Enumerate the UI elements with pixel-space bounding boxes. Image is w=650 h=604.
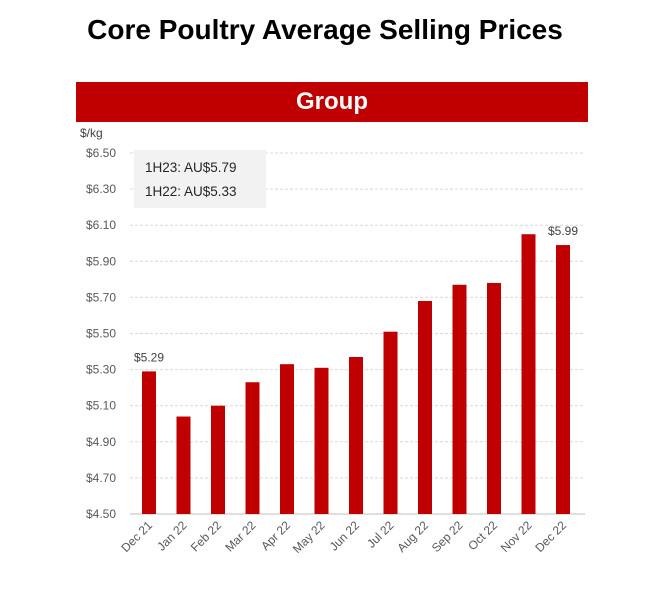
y-tick-label: $4.50: [86, 507, 116, 521]
summary-note-1h22: 1H22: AU$5.33: [145, 184, 237, 199]
bar: [521, 234, 536, 514]
x-tick-label: Sep 22: [429, 518, 466, 555]
y-tick-label: $5.10: [86, 399, 116, 413]
bar: [211, 405, 225, 514]
x-tick-label: Jun 22: [327, 518, 363, 554]
summary-note-background: [134, 150, 266, 208]
data-labels: $5.29 $5.99: [134, 224, 578, 364]
summary-note: 1H23: AU$5.79 1H22: AU$5.33: [134, 150, 266, 208]
y-tick-labels: $4.50 $4.70 $4.90 $5.10 $5.30 $5.50 $5.70 $5.90…: [86, 146, 116, 521]
x-tick-label: Jul 22: [364, 518, 397, 551]
x-tick-label: May 22: [290, 518, 328, 556]
page-title: Core Poultry Average Selling Prices: [87, 14, 563, 45]
x-tick-label: Dec 21: [118, 518, 155, 555]
bar: [245, 382, 260, 514]
bar: [418, 301, 432, 514]
group-banner: Group: [76, 82, 588, 122]
x-tick-label: Apr 22: [258, 518, 293, 553]
bar: [280, 364, 294, 514]
bar: [349, 356, 363, 514]
x-tick-label: Feb 22: [188, 518, 225, 555]
y-tick-label: $5.70: [86, 290, 116, 304]
x-tick-label: Oct 22: [465, 518, 500, 553]
y-tick-label: $6.50: [86, 146, 116, 160]
y-tick-label: $6.30: [86, 182, 116, 196]
y-tick-label: $6.10: [86, 218, 116, 232]
y-tick-label: $5.50: [86, 327, 116, 341]
x-tick-label: Jan 22: [154, 518, 190, 554]
bar: [176, 416, 191, 514]
x-tick-label: Aug 22: [394, 518, 431, 555]
bar: [556, 245, 570, 514]
bars: [142, 234, 570, 514]
y-tick-label: $4.70: [86, 471, 116, 485]
x-tick-label: Mar 22: [222, 518, 259, 555]
y-tick-label: $5.90: [86, 254, 116, 268]
bar: [314, 367, 329, 514]
x-tick-label: Nov 22: [498, 518, 535, 555]
x-tick-label: Dec 22: [532, 518, 569, 555]
y-tick-label: $4.90: [86, 435, 116, 449]
summary-note-1h23: 1H23: AU$5.79: [145, 160, 237, 175]
y-tick-label: $5.30: [86, 363, 116, 377]
bar: [142, 371, 156, 514]
bar: [383, 331, 398, 514]
y-axis-unit-label: $/kg: [80, 126, 103, 140]
bar: [452, 284, 467, 514]
data-label: $5.29: [134, 350, 164, 364]
bar: [487, 282, 501, 514]
data-label: $5.99: [548, 224, 578, 238]
